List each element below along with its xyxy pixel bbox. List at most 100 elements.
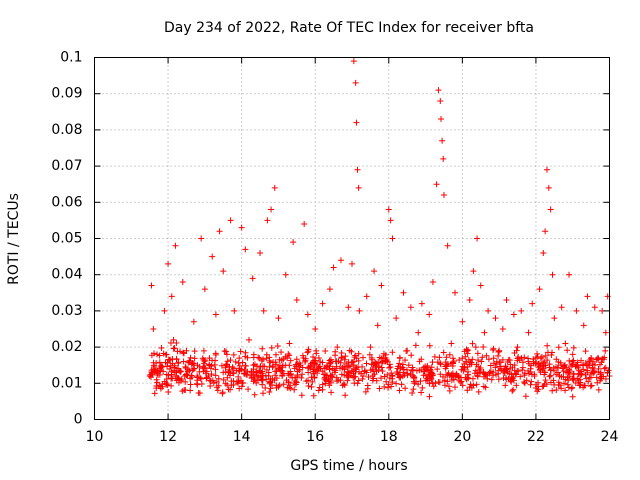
data-point — [389, 235, 396, 242]
data-point — [363, 293, 370, 300]
data-point — [326, 286, 333, 293]
x-tick-label: 24 — [601, 429, 619, 445]
data-point — [429, 278, 436, 285]
band-point — [293, 356, 300, 363]
y-axis-label: ROTI / TECUs — [6, 193, 22, 285]
band-point — [242, 363, 249, 370]
band-point — [389, 349, 396, 356]
band-point — [251, 391, 258, 398]
x-tick-label: 12 — [159, 429, 177, 445]
band-point — [449, 362, 456, 369]
data-point — [268, 206, 275, 213]
data-point — [315, 354, 322, 361]
band-point — [566, 357, 573, 364]
band-point — [586, 358, 593, 365]
data-point — [170, 336, 177, 343]
band-point — [367, 367, 374, 374]
band-point — [327, 359, 334, 366]
band-point — [475, 363, 482, 370]
band-point — [452, 384, 459, 391]
band-point — [555, 379, 562, 386]
band-point — [441, 378, 448, 385]
band-point — [194, 374, 201, 381]
data-point — [439, 137, 446, 144]
band-point — [502, 382, 509, 389]
data-point — [165, 260, 172, 267]
data-point — [510, 311, 517, 318]
band-point — [158, 364, 165, 371]
band-point — [311, 360, 318, 367]
band-point — [448, 376, 455, 383]
data-point — [551, 315, 558, 322]
band-point — [472, 367, 479, 374]
band-point — [275, 383, 282, 390]
band-point — [220, 376, 227, 383]
data-point — [521, 380, 528, 387]
band-point — [426, 380, 433, 387]
band-point — [253, 363, 260, 370]
band-point — [459, 382, 466, 389]
band-point — [207, 378, 214, 385]
data-point — [438, 116, 445, 123]
band-point — [291, 374, 298, 381]
data-point — [470, 268, 477, 275]
band-point — [478, 358, 485, 365]
data-point — [360, 373, 367, 380]
data-point — [452, 289, 458, 296]
band-point — [156, 352, 163, 359]
band-point — [569, 361, 576, 368]
data-point — [249, 275, 256, 282]
data-point — [337, 257, 344, 264]
data-point — [404, 347, 411, 354]
band-point — [465, 347, 472, 354]
x-tick-label: 20 — [453, 429, 471, 445]
data-point — [234, 380, 241, 387]
data-point — [367, 344, 374, 351]
band-point — [171, 345, 178, 352]
band-point — [385, 381, 392, 388]
data-point — [547, 206, 554, 213]
band-point — [213, 384, 220, 391]
data-point — [545, 184, 552, 191]
data-point — [525, 329, 532, 336]
band-point — [352, 368, 359, 375]
band-point — [547, 372, 554, 379]
data-points — [146, 58, 613, 400]
band-point — [475, 357, 482, 364]
band-point — [232, 358, 239, 365]
band-point — [254, 372, 261, 379]
data-point — [271, 184, 278, 191]
y-tick-label: 0.09 — [51, 86, 82, 102]
band-point — [315, 387, 322, 394]
band-point — [188, 374, 195, 381]
band-point — [551, 367, 558, 374]
band-point — [221, 347, 228, 354]
y-tick-label: 0.04 — [51, 267, 82, 283]
y-tick-label: 0.01 — [51, 375, 82, 391]
band-point — [479, 354, 486, 361]
band-point — [588, 382, 595, 389]
band-point — [305, 383, 312, 390]
band-point — [149, 371, 156, 378]
band-point — [189, 360, 196, 367]
band-point — [218, 362, 225, 369]
band-point — [175, 365, 182, 372]
band-point — [254, 377, 261, 384]
band-point — [413, 367, 420, 374]
band-point — [558, 385, 565, 392]
data-point — [378, 282, 385, 289]
band-point — [408, 352, 415, 359]
data-point — [350, 58, 357, 65]
data-point — [246, 336, 252, 343]
band-point — [250, 351, 257, 358]
band-point — [311, 374, 318, 381]
band-point — [415, 381, 422, 388]
band-point — [180, 349, 187, 356]
data-point — [496, 347, 503, 354]
band-point — [258, 357, 265, 364]
chart-title: Day 234 of 2022, Rate Of TEC Index for r… — [164, 20, 534, 36]
band-point — [161, 378, 168, 385]
band-point — [389, 379, 396, 386]
band-point — [193, 380, 200, 387]
band-point — [363, 360, 370, 367]
